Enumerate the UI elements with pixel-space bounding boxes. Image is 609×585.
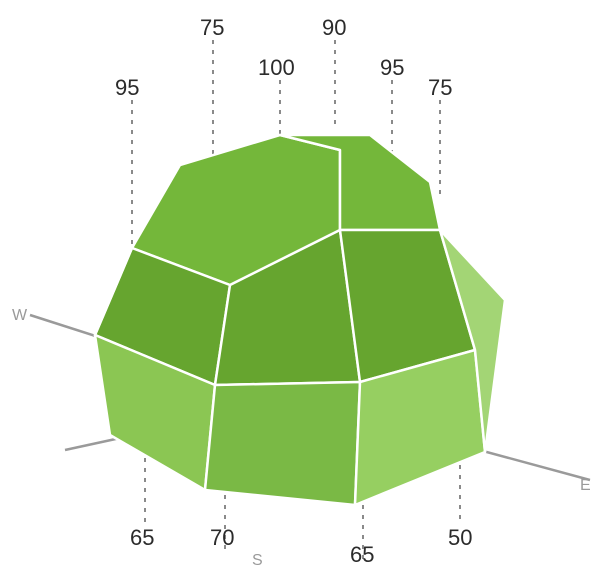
face-side (205, 382, 360, 505)
value-label: 75 (200, 15, 224, 40)
value-label: 90 (322, 15, 346, 40)
axis-label-s: S (252, 552, 263, 569)
value-label: 95 (380, 55, 404, 80)
value-label: 70 (210, 525, 234, 550)
axis-label-e: E (580, 477, 591, 494)
radial-3d-chart: 95 75 100 90 95 75 65 70 65 50 W S E (0, 0, 609, 585)
value-label: 100 (258, 55, 295, 80)
axis-label-w: W (12, 307, 28, 324)
value-label: 50 (448, 525, 472, 550)
value-label: 65 (130, 525, 154, 550)
value-label: 65 (350, 542, 374, 567)
value-label: 95 (115, 75, 139, 100)
value-label: 75 (428, 75, 452, 100)
